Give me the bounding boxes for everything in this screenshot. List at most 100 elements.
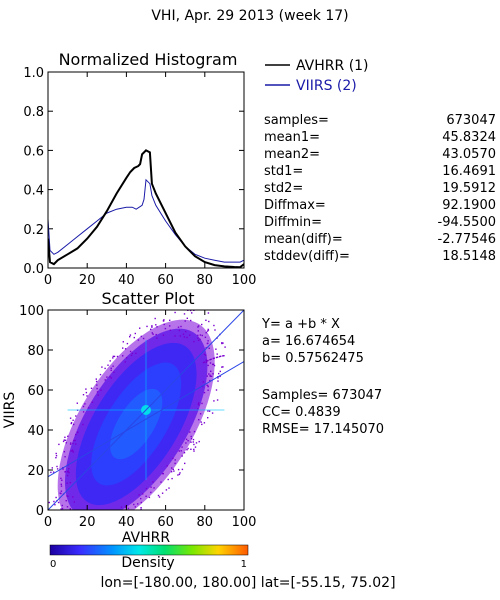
scatter-y-tick-label: 80 [27, 344, 44, 359]
scatter-speckle [209, 375, 211, 377]
scatter-speckle [85, 391, 88, 394]
histogram-x-tick-label: 100 [232, 273, 257, 288]
histogram-stat-label: stddev(diff)= [264, 249, 350, 264]
scatter-speckle [131, 352, 134, 355]
scatter-speckle [201, 402, 203, 405]
scatter-speckle [75, 415, 77, 417]
scatter-speckle [96, 384, 98, 386]
scatter-speckle [222, 342, 224, 344]
scatter-speckle [66, 474, 69, 477]
scatter-speckle [59, 492, 61, 494]
scatter-speckle [154, 317, 156, 320]
scatter-speckle [198, 440, 200, 443]
scatter-speckle [70, 450, 72, 452]
scatter-speckle [127, 507, 130, 510]
scatter-speckle [75, 525, 76, 526]
scatter-speckle [193, 450, 195, 452]
scatter-speckle [217, 380, 219, 382]
scatter-speckle [76, 402, 78, 404]
histogram-series-avhrr-line [48, 149, 244, 268]
scatter-y-tick-label: 0 [36, 504, 44, 519]
scatter-speckle [124, 361, 126, 363]
scatter-speckle [169, 319, 171, 321]
scatter-speckle [201, 423, 203, 426]
scatter-speckle [138, 494, 140, 496]
colorbar-label: Density [121, 555, 174, 571]
scatter-regression-line [48, 361, 244, 478]
scatter-speckle [83, 538, 84, 539]
scatter-speckle [222, 355, 224, 357]
scatter-speckle [161, 492, 164, 494]
scatter-speckle [180, 450, 182, 452]
scatter-speckle [185, 330, 187, 333]
scatter-speckle [122, 347, 124, 349]
scatter-speckle [98, 523, 99, 524]
scatter-speckle [72, 419, 74, 421]
histogram-x-tick-label: 60 [157, 273, 174, 288]
scatter-speckle [165, 489, 168, 491]
scatter-speckle [214, 329, 216, 331]
scatter-speckle [67, 495, 69, 497]
scatter-speckle [177, 468, 180, 471]
scatter-speckle [200, 421, 202, 423]
scatter-speckle [162, 472, 164, 475]
scatter-speckle [216, 353, 218, 355]
scatter-speckle [66, 506, 69, 508]
scatter-title: Scatter Plot [102, 289, 195, 308]
histogram-stat-label: std1= [264, 164, 304, 179]
scatter-speckle [140, 516, 141, 517]
scatter-speckle [113, 355, 116, 358]
scatter-cc: CC= 0.4839 [262, 405, 341, 420]
histogram-statistics: samples= 673047 mean1= 45.8324 mean2= 43.0570… [264, 112, 496, 272]
scatter-speckle [112, 365, 114, 367]
scatter-speckle [185, 438, 188, 440]
scatter-speckle [112, 357, 114, 359]
scatter-speckle [163, 319, 165, 321]
histogram-stat-value: 16.4691 [442, 164, 496, 179]
scatter-speckle [88, 534, 89, 535]
scatter-speckle [167, 478, 169, 481]
scatter-speckle [212, 363, 214, 366]
scatter-speckle [140, 335, 142, 338]
scatter-y-axis-label: VIIRS [2, 392, 18, 429]
scatter-speckle [207, 385, 209, 388]
scatter-speckle [72, 496, 74, 498]
scatter-speckle [187, 440, 189, 442]
scatter-speckle [174, 462, 176, 465]
scatter-speckle [216, 356, 219, 358]
scatter-speckle [71, 450, 74, 452]
scatter-speckle [158, 496, 161, 498]
scatter-speckle [216, 399, 219, 401]
colorbar-gradient [50, 545, 248, 555]
scatter-y-tick-label: 60 [27, 384, 44, 399]
scatter-speckle [113, 371, 115, 373]
scatter-speckle [181, 446, 183, 448]
scatter-speckle [86, 395, 88, 397]
scatter-speckle [50, 471, 52, 474]
scatter-speckle [106, 376, 108, 378]
scatter-speckle [97, 527, 98, 528]
scatter-speckle [101, 515, 102, 516]
scatter-speckle [72, 442, 74, 445]
regression-equation: Y= a +b * X [261, 317, 340, 332]
scatter-speckle [75, 433, 77, 436]
scatter-speckle [184, 320, 186, 322]
scatter-speckle [189, 431, 191, 433]
scatter-speckle [215, 348, 217, 350]
scatter-speckle [150, 328, 152, 330]
scatter-speckle [95, 380, 98, 383]
scatter-speckle [67, 435, 69, 437]
scatter-speckle [215, 389, 218, 391]
scatter-speckle [221, 366, 223, 368]
scatter-speckle [90, 387, 93, 389]
scatter-speckle [180, 325, 182, 328]
scatter-speckle [97, 531, 98, 532]
scatter-speckle [70, 422, 72, 425]
histogram-y-tick-label: 1.0 [23, 66, 44, 81]
scatter-speckle [73, 519, 74, 520]
scatter-speckle [140, 497, 142, 500]
scatter-speckle [79, 531, 80, 532]
scatter-speckle [78, 540, 79, 541]
scatter-speckle [98, 518, 99, 519]
scatter-speckle [183, 313, 186, 315]
